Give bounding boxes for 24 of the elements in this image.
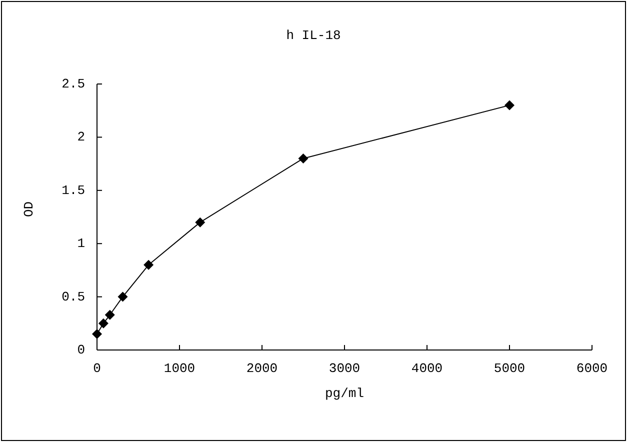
point xyxy=(92,329,102,340)
x-tick-label: 5000 xyxy=(494,361,526,376)
point xyxy=(195,217,206,228)
point xyxy=(298,153,308,164)
y-axis-title: OD xyxy=(22,201,37,217)
x-tick-label: 6000 xyxy=(576,361,608,376)
x-tick-label: 1000 xyxy=(164,361,196,376)
point xyxy=(98,318,108,328)
x-tick-label: 0 xyxy=(93,361,101,376)
y-tick-label: 2 xyxy=(77,130,85,145)
y-tick-label: 1 xyxy=(77,236,86,252)
y-tick-label: 1.5 xyxy=(62,182,85,198)
y-tick-label: 2.5 xyxy=(62,76,85,92)
y-tick-label: 0 xyxy=(77,342,85,358)
point xyxy=(118,292,128,302)
point xyxy=(104,310,115,320)
point xyxy=(504,100,514,110)
y-tick-label: 0.5 xyxy=(62,289,85,304)
x-axis-title: pg/ml xyxy=(324,386,364,402)
x-tick-label: 3000 xyxy=(328,361,360,376)
chart-title: h IL-18 xyxy=(285,28,342,43)
x-tick-label: 4000 xyxy=(411,361,443,376)
point xyxy=(144,260,154,270)
x-tick-label: 2000 xyxy=(246,361,278,376)
